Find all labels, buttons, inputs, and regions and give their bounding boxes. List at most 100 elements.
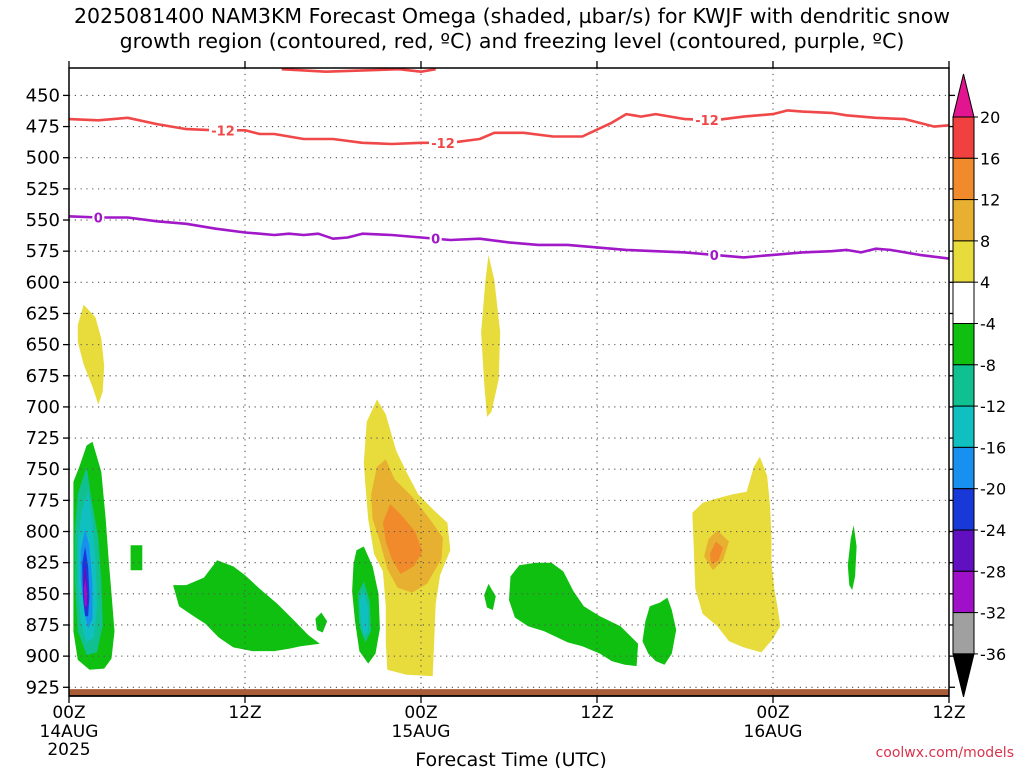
y-tick-label: 725 [26,428,60,449]
y-tick-label: 500 [26,148,60,169]
contour-line-2 [68,215,950,260]
colorbar-label: 4 [980,273,990,292]
contour-label-bg [429,135,457,150]
omega-area-neg4-9 [130,545,143,571]
contour-label-0-0: -12 [211,124,235,139]
contour-layer: -12 -12 -12 0 0 0 [68,67,950,264]
colorbar-label: 20 [980,108,1000,127]
x-tick-label: 12Z [228,703,261,723]
y-tick-label: 700 [26,397,60,418]
grid-layer [69,68,949,696]
omega-area-neg4-13 [484,583,496,610]
ground-band [69,689,949,696]
colorbar-swatch-10 [952,488,975,531]
colorbar-swatch-7 [952,364,975,407]
omega-shading-layer [73,254,857,677]
x-tick-label: 00Z [52,703,85,723]
contour-label-2-1: 0 [431,233,440,248]
contour-label-bg [92,210,105,225]
ground-layer [69,689,949,696]
y-tick-label: 900 [26,646,60,667]
y-tick-label: 675 [26,366,60,387]
contour-label-0-2: -12 [695,114,719,129]
omega-area-neg4-16 [847,525,857,591]
colorbar: 20 16 12 8 4 -4 -8 -12 -16 -20 -24 -28 -32 -36 [952,73,1006,698]
contour-line-1 [281,67,436,73]
omega-area-neg28-24 [83,578,87,607]
colorbar-swatch-5 [952,281,975,325]
colorbar-label: -36 [980,645,1006,664]
colorbar-swatch-12 [952,570,975,614]
omega-area-16-6 [382,504,423,574]
y-tick-label: 550 [26,210,60,231]
contour-label-bg [693,113,721,128]
contour-label-bg [209,123,237,138]
colorbar-swatch-9 [952,446,975,490]
x-tick-label: 00Z [756,703,789,723]
y-tick-label: 600 [26,272,60,293]
colorbar-swatch-3 [952,199,975,242]
colorbar-top-arrow [952,73,975,118]
colorbar-swatch-2 [952,157,975,201]
contour-label-2-0: 0 [94,212,103,227]
y-tick-label: 525 [26,179,60,200]
contour-label-bg [708,247,721,262]
colorbar-swatch-4 [952,240,975,283]
omega-area-neg12-20 [359,591,369,637]
colorbar-swatch-6 [952,323,975,366]
chart-title-line1: 2025081400 NAM3KM Forecast Omega (shaded… [73,4,951,28]
y-tick-label: 800 [26,522,60,543]
x-axis-label: Forecast Time (UTC) [415,749,606,768]
omega-area-neg4-10 [173,560,320,652]
x-tick-date-label: 15AUG [392,722,451,742]
omega-area-neg4-14 [509,562,639,667]
colorbar-label: -8 [980,356,996,375]
contour-label-2-2: 0 [710,249,719,264]
y-tick-label: 450 [26,85,60,106]
colorbar-label: -28 [980,562,1006,581]
omega-area-8-0 [77,304,105,405]
x-tick-label: 00Z [404,703,437,723]
colorbar-label: 12 [980,191,1000,210]
colorbar-swatch-13 [952,612,975,655]
y-tick-label: 625 [26,303,60,324]
colorbar-label: 8 [980,232,990,251]
y-tick-label: 475 [26,117,60,138]
colorbar-swatch-11 [952,529,975,572]
x-tick-year-label: 2025 [47,740,90,760]
omega-area-16-7 [709,541,724,564]
colorbar-label: -20 [980,480,1006,499]
contour-label-bg [429,231,442,246]
colorbar-label: -32 [980,604,1006,623]
contour-line-0 [68,109,950,146]
chart-title: 2025081400 NAM3KM Forecast Omega (shaded… [0,4,1024,54]
omega-area-8-3 [692,456,781,653]
omega-area-neg4-15 [642,597,677,665]
y-tick-label: 925 [26,677,60,698]
contour-label-0-1: -12 [431,137,455,152]
colorbar-label: -16 [980,438,1006,457]
credit-text: coolwx.com/models [875,745,1014,761]
colorbar-swatch-8 [952,405,975,448]
y-tick-label: 825 [26,553,60,574]
x-tick-date-label: 14AUG [40,722,99,742]
colorbar-label: -4 [980,315,996,334]
y-tick-label: 875 [26,615,60,636]
y-tick-label: 850 [26,584,60,605]
colorbar-swatch-1 [952,116,975,159]
y-tick-label: 775 [26,490,60,511]
omega-area-neg4-11 [315,612,328,633]
colorbar-bottom-arrow [952,653,975,698]
colorbar-label: 16 [980,149,1000,168]
y-tick-label: 750 [26,459,60,480]
colorbar-label: -24 [980,521,1006,540]
x-tick-label: 12Z [580,703,613,723]
omega-area-8-1 [481,254,501,417]
colorbar-label: -12 [980,397,1006,416]
y-axis: 450 475 500 525 550 575 600 625 650 675 700 725 750 7… [26,85,955,698]
y-tick-label: 575 [26,241,60,262]
x-tick-date-label: 16AUG [744,722,803,742]
x-tick-label: 12Z [932,703,965,723]
